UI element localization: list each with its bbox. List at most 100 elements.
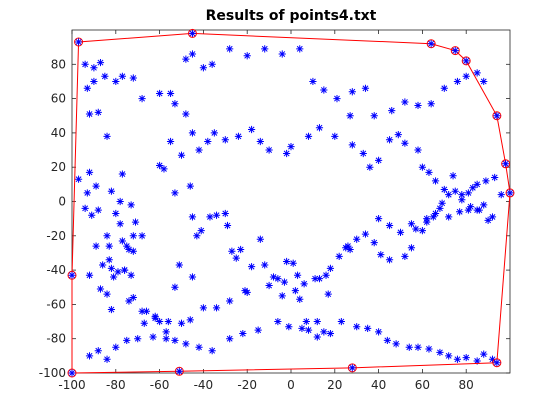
data-point [401, 98, 409, 106]
data-point [375, 215, 383, 223]
data-point [195, 343, 203, 351]
data-point [188, 50, 197, 58]
data-point [226, 45, 234, 53]
data-point [440, 185, 448, 194]
data-point [186, 316, 194, 324]
data-point [156, 161, 164, 170]
data-point [237, 245, 245, 254]
data-point [475, 206, 483, 214]
hull-polyline [71, 32, 511, 374]
hull-vertex-point [68, 271, 76, 279]
data-point [123, 336, 131, 345]
data-point [401, 139, 409, 147]
data-point [473, 180, 481, 188]
data-point [473, 69, 481, 77]
scatter-points [74, 45, 505, 365]
data-point [226, 297, 234, 305]
data-point [346, 112, 354, 120]
data-point [118, 72, 126, 80]
data-point [204, 137, 212, 146]
data-point [440, 84, 448, 92]
data-point [453, 355, 462, 363]
data-point [392, 340, 400, 348]
data-point [256, 235, 264, 243]
data-point [280, 278, 289, 286]
data-point [385, 221, 394, 230]
data-point [232, 254, 240, 262]
data-point [138, 307, 146, 315]
data-point [348, 141, 356, 149]
data-point [151, 312, 159, 321]
data-point [208, 347, 216, 355]
hull-vertex-point [188, 29, 197, 38]
data-point [116, 220, 124, 228]
data-point [445, 191, 453, 199]
data-point [431, 177, 440, 185]
data-point [283, 257, 291, 266]
hull-vertex-marker [187, 28, 197, 38]
data-point [188, 129, 197, 137]
data-point [466, 203, 475, 211]
data-point [445, 213, 453, 221]
data-point [346, 245, 354, 254]
data-point [103, 132, 111, 140]
hull-vertex-point [502, 160, 510, 168]
data-point [375, 328, 383, 336]
data-point [118, 237, 126, 245]
data-point [101, 72, 109, 80]
data-point [83, 84, 91, 92]
hull-vertex-marker [347, 363, 357, 373]
data-point [99, 261, 107, 269]
hull-vertex-marker [492, 358, 502, 368]
data-point [261, 45, 269, 53]
data-point [458, 196, 466, 204]
data-point [405, 343, 413, 351]
hull-vertex-point [493, 359, 501, 367]
data-point [451, 187, 459, 195]
data-point [291, 287, 299, 295]
data-point [335, 252, 343, 260]
data-point [90, 64, 98, 72]
hull-vertex-marker [74, 37, 84, 47]
data-point [414, 101, 422, 110]
data-point [414, 146, 422, 154]
data-point [177, 319, 186, 327]
hull-vertex-marker [426, 39, 436, 49]
data-point [265, 281, 273, 290]
data-point [300, 280, 308, 288]
data-point [188, 273, 197, 281]
data-point [427, 100, 435, 108]
data-point [85, 168, 94, 176]
data-point [469, 184, 477, 192]
data-point [83, 189, 91, 197]
data-point [90, 77, 98, 86]
data-point [383, 336, 391, 345]
data-point [120, 266, 129, 274]
data-point [239, 329, 247, 338]
data-point [289, 259, 297, 267]
data-point [166, 137, 175, 146]
data-point [171, 283, 179, 291]
data-point [283, 149, 291, 158]
data-point [85, 352, 94, 360]
data-point [313, 333, 321, 341]
data-point [166, 89, 175, 98]
data-point [103, 290, 111, 298]
data-point [293, 271, 302, 279]
data-point [110, 273, 118, 281]
data-point [223, 221, 232, 230]
data-point [210, 129, 218, 137]
hull-vertex-point [68, 369, 76, 377]
data-point [480, 201, 488, 209]
data-point [322, 271, 330, 279]
y-tick-label: 80 [51, 57, 66, 71]
data-point [436, 348, 444, 357]
data-point [385, 136, 394, 144]
data-point [438, 199, 446, 207]
data-point [313, 317, 321, 326]
data-point [326, 264, 335, 272]
data-point [464, 189, 472, 197]
data-point [425, 168, 433, 176]
data-point [298, 324, 306, 333]
data-point [186, 182, 194, 190]
